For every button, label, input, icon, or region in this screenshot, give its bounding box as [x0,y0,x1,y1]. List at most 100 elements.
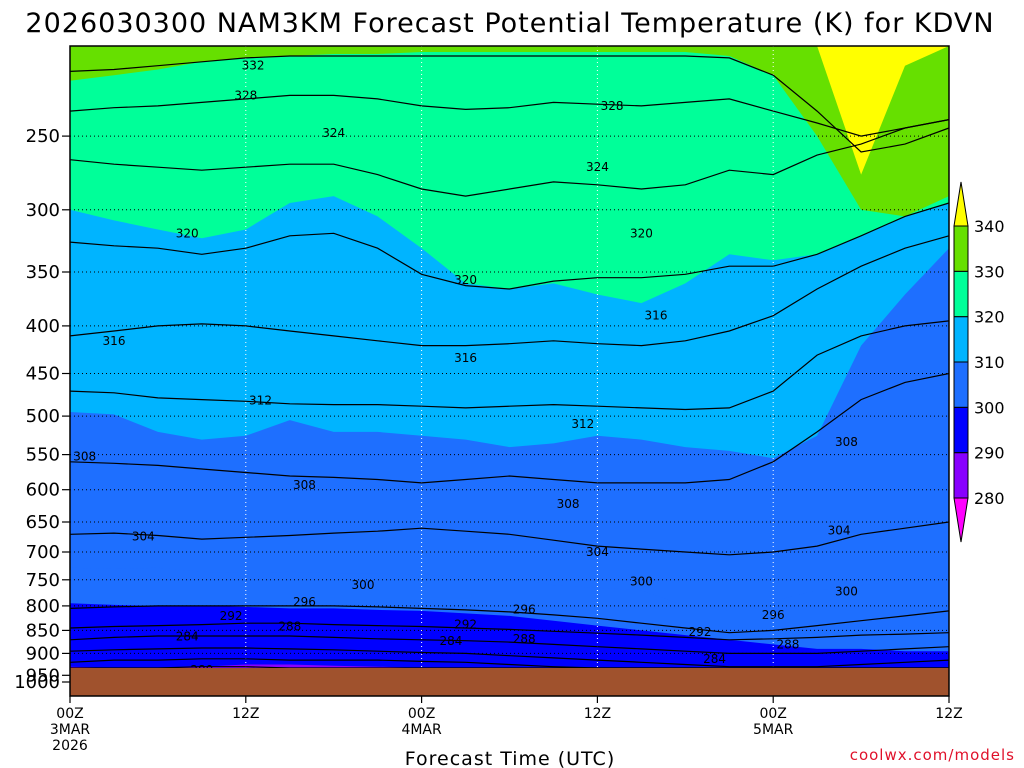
plot-frame [69,45,950,697]
colorbar-label-340: 340 [974,217,1005,236]
band-280-290 [70,664,949,668]
x-tick-label-4-2: 5MAR [753,722,794,738]
contour-label-6: 320 [454,273,477,287]
contour-label-25: 296 [762,608,785,622]
colorbar-label-320: 320 [974,308,1005,327]
y-tick-label-300: 300 [26,200,60,221]
colorbar-segment-6 [953,225,969,272]
isentrope-332 [69,55,950,153]
colorbar-high-arrow [953,181,969,227]
isentrope-292 [69,635,950,654]
y-tick-label-350: 350 [26,262,60,283]
x-tick-label-0-2: 3MAR [50,722,91,738]
contour-label-33: 284 [439,634,462,648]
y-tick-label-850: 850 [26,620,60,641]
colorbar-segment-4 [953,316,969,363]
chart-title: 2026030300 NAM3KM Forecast Potential Tem… [25,8,994,39]
contour-label-9: 316 [454,351,477,365]
y-tick-label-800: 800 [26,596,60,617]
colorbar-label-290: 290 [974,444,1005,463]
y-tick-label-400: 400 [26,316,60,337]
colorbar-label-330: 330 [974,262,1005,281]
contour-label-20: 300 [352,578,375,592]
colorbar-segment-1 [953,452,969,499]
isentrope-288 [69,647,950,668]
band-290-300 [70,603,949,668]
contour-label-10: 316 [645,309,668,323]
isentrope-300 [69,605,950,634]
credit-text: coolwx.com/models [850,746,1015,764]
contour-label-28: 292 [689,625,712,639]
x-tick-label-1-1: 12Z [232,706,259,722]
contour-label-11: 312 [249,393,272,407]
contour-label-30: 288 [513,632,536,646]
x-tick-label-0-3: 2026 [52,738,88,754]
contour-label-16: 308 [835,435,858,449]
contour-label-19: 304 [828,524,851,538]
contour-label-27: 292 [454,618,477,632]
isentrope-324 [69,119,950,197]
contour-label-15: 308 [557,497,580,511]
y-tick-label-950: 950 [26,665,60,686]
isentrope-328 [69,94,950,137]
contour-label-7: 320 [630,226,653,240]
contour-label-26: 292 [220,609,243,623]
contour-label-13: 308 [73,450,96,464]
contour-label-5: 320 [176,226,199,240]
y-tick-label-650: 650 [26,512,60,533]
isentrope-320 [69,202,950,290]
x-tick-label-5-1: 12Z [935,706,962,722]
contour-label-23: 296 [293,595,316,609]
contour-label-14: 308 [293,478,316,492]
isentrope-304 [69,521,950,556]
x-tick-label-2-1: 00Z [408,706,435,722]
y-axis: 2503003504004505005506006507007508008509… [14,126,70,693]
isentrope-316 [69,235,950,347]
contour-label-0: 332 [242,59,265,73]
y-tick-label-750: 750 [26,570,60,591]
y-tick-label-700: 700 [26,542,60,563]
contour-label-31: 288 [776,637,799,651]
y-tick-label-250: 250 [26,126,60,147]
isentrope-296 [69,622,950,641]
isentrope-308 [69,372,950,484]
contour-label-3: 324 [322,126,345,140]
x-tick-label-2-2: 4MAR [401,722,442,738]
contour-label-24: 296 [513,602,536,616]
y-tick-label-500: 500 [26,406,60,427]
colorbar-segment-3 [953,361,969,408]
contour-labels: 332 328 328 324 324 320 320 320 316 316 316 312 312 3… [73,59,858,693]
contour-label-1: 328 [234,88,257,102]
contour-label-2: 328 [601,99,624,113]
colorbar-segment-5 [953,270,969,318]
surface-ground [70,668,949,696]
x-axis-label: Forecast Time (UTC) [405,748,615,768]
contour-label-21: 300 [630,574,653,588]
isentrope-312 [69,320,950,411]
y-tick-label-550: 550 [26,445,60,466]
y-tick-label-450: 450 [26,364,60,385]
contour-label-22: 300 [835,585,858,599]
y-tick-label-900: 900 [26,643,60,664]
colorbar-label-300: 300 [974,398,1005,417]
colorbar-segment-2 [953,406,969,454]
contour-label-17: 304 [132,530,155,544]
band-340-plus [70,46,949,175]
fill-bands [70,46,949,668]
colorbar-label-280: 280 [974,489,1005,508]
x-tick-label-3-1: 12Z [584,706,611,722]
colorbar-low-arrow [953,497,969,543]
contour-label-4: 324 [586,160,609,174]
contour-label-12: 312 [571,417,594,431]
y-tick-label-1000: 1000 [14,672,60,693]
colorbar: 280 290 300 310 320 330 340 [953,181,1005,543]
contour-label-18: 304 [586,545,609,559]
contour-label-32: 284 [176,630,199,644]
y-tick-label-600: 600 [26,480,60,501]
x-tick-label-4-1: 00Z [759,706,786,722]
band-320-330 [70,46,949,304]
x-tick-label-0-1: 00Z [56,706,83,722]
colorbar-label-310: 310 [974,353,1005,372]
